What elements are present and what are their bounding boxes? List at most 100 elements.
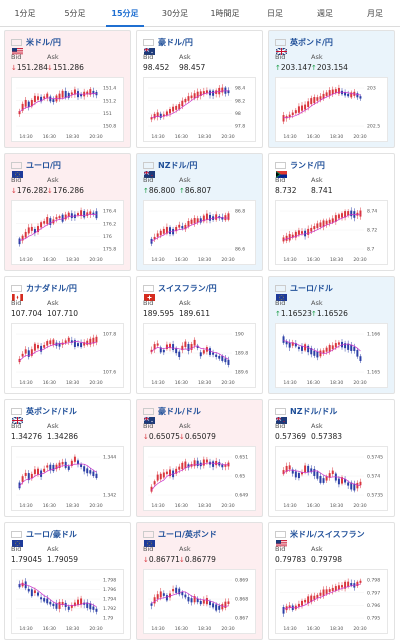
rate-card[interactable]: スイスフラン/円 Bid Ask 189.595 189.611 190 189.8 189.… xyxy=(136,276,263,394)
candle xyxy=(159,347,162,353)
rate-card[interactable]: ユーロ/豪ドル Bid Ask 1.79045 1.79059 1.798 1.796 1.7… xyxy=(4,522,131,640)
tab-timeframe[interactable]: 1時間足 xyxy=(210,8,240,18)
tab-timeframe[interactable]: 月足 xyxy=(367,8,383,18)
bid-price: 0.79783 xyxy=(275,555,306,564)
bid-price: 8.732 xyxy=(275,186,296,195)
candle xyxy=(46,341,49,346)
tab-timeframe[interactable]: 1分足 xyxy=(14,8,36,18)
currency-pair: 豪ドル/ドル xyxy=(143,405,201,424)
candle xyxy=(172,106,175,112)
bid-price: ↓0.86771 xyxy=(143,555,180,564)
y-tick-label: 98.2 xyxy=(235,98,245,104)
candle xyxy=(30,226,33,231)
candle xyxy=(310,227,313,232)
candlestick-chart: 98.4 98.2 98 97.8 14:30 16:30 18:30 20:30 xyxy=(148,84,245,140)
pair-name-link[interactable]: 米ドル/スイスフラン xyxy=(290,529,365,539)
candle xyxy=(319,96,322,100)
rate-card[interactable]: ユーロ/円 Bid Ask ↓176.282 ↓176.286 176.4 176.2 176… xyxy=(4,153,131,271)
pair-name-link[interactable]: カナダドル/円 xyxy=(26,283,77,293)
tab-timeframe[interactable]: 30分足 xyxy=(161,8,189,18)
y-tick-label: 8.74 xyxy=(367,209,377,215)
candle xyxy=(80,93,83,97)
mini-chart[interactable]: 107.8 107.6 14:30 16:30 18:30 20:30 xyxy=(11,323,124,388)
rate-card[interactable]: 英ポンド/ドル Bid Ask 1.34276 1.34286 1.344 1.342 14:… xyxy=(4,399,131,517)
rate-card[interactable]: ユーロ/ドル Bid Ask ↑1.16523 ↑1.16526 1.166 1.165 14… xyxy=(268,276,395,394)
pair-name-link[interactable]: 豪ドル/円 xyxy=(158,37,193,47)
tab-timeframe[interactable]: 週足 xyxy=(317,8,333,18)
candle xyxy=(221,217,224,220)
pair-name-link[interactable]: 英ポンド/ドル xyxy=(26,406,77,416)
rate-card[interactable]: ランド/円 Bid Ask 8.732 8.741 8.74 8.72 8.7 14:30 16:… xyxy=(268,153,395,271)
pair-name-link[interactable]: 英ポンド/円 xyxy=(290,37,333,47)
pair-name-link[interactable]: NZドル/円 xyxy=(158,160,198,170)
tab-timeframe[interactable]: 15分足 xyxy=(100,0,150,27)
candle xyxy=(224,215,227,221)
rate-card[interactable]: 英ポンド/円 Bid Ask ↑203.147 ↑203.154 203 202.5 14:3… xyxy=(268,30,395,148)
candle xyxy=(202,459,205,466)
flag-icon xyxy=(11,407,24,425)
tab-timeframe[interactable]: 5分足 xyxy=(64,8,86,18)
candle xyxy=(24,349,27,354)
pair-name-link[interactable]: ユーロ/豪ドル xyxy=(26,529,77,539)
candle xyxy=(209,214,211,221)
candle xyxy=(316,594,319,598)
mini-chart[interactable]: 0.651 0.65 0.649 14:30 16:30 18:30 20:30 xyxy=(143,446,256,511)
pair-name-link[interactable]: ランド/円 xyxy=(290,160,325,170)
mini-chart[interactable]: 1.344 1.342 14:30 16:30 18:30 20:30 xyxy=(11,446,124,511)
candle xyxy=(190,95,193,99)
mini-chart[interactable]: 176.4 176.2 176 175.8 14:30 16:30 18:30 20:30 xyxy=(11,200,124,265)
candle xyxy=(221,355,224,361)
currency-pair: ユーロ/ドル xyxy=(275,282,333,301)
y-tick-label: 190 xyxy=(235,332,244,338)
candle xyxy=(89,603,92,610)
bid-label: Bid xyxy=(11,299,22,307)
candle xyxy=(344,581,347,589)
mini-chart[interactable]: 151.4 151.2 151 150.8 14:30 16:30 18:30 20:30 xyxy=(11,77,124,142)
candle xyxy=(350,210,353,217)
candle xyxy=(37,592,39,596)
candle xyxy=(165,595,168,601)
mini-chart[interactable]: 1.166 1.165 14:30 16:30 18:30 20:30 xyxy=(275,323,388,388)
rate-card[interactable]: NZドル/円 Bid Ask ↑86.800 ↑86.807 86.8 86.6 14:30 1… xyxy=(136,153,263,271)
candle xyxy=(322,589,325,596)
candle xyxy=(58,342,61,347)
candlestick-chart: 151.4 151.2 151 150.8 14:30 16:30 18:30 20:30 xyxy=(16,86,116,140)
mini-chart[interactable]: 86.8 86.6 14:30 16:30 18:30 20:30 xyxy=(143,200,256,265)
candle xyxy=(294,231,297,238)
y-tick-label: 107.8 xyxy=(103,332,116,338)
candle xyxy=(58,216,61,219)
x-tick-label: 16:30 xyxy=(307,380,320,386)
rate-card[interactable]: カナダドル/円 Bid Ask 107.704 107.710 107.8 107.6 14:… xyxy=(4,276,131,394)
y-tick-label: 97.8 xyxy=(235,124,245,130)
pair-name-link[interactable]: ユーロ/ドル xyxy=(290,283,333,293)
mini-chart[interactable]: 8.74 8.72 8.7 14:30 16:30 18:30 20:30 xyxy=(275,200,388,265)
tab-timeframe[interactable]: 日足 xyxy=(267,8,283,18)
mini-chart[interactable]: 190 189.8 189.6 14:30 16:30 18:30 20:30 xyxy=(143,323,256,388)
pair-name-link[interactable]: 豪ドル/ドル xyxy=(158,406,201,416)
y-tick-label: 202.5 xyxy=(367,124,380,130)
mini-chart[interactable]: 203 202.5 14:30 16:30 18:30 20:30 xyxy=(275,77,388,142)
rate-card[interactable]: ユーロ/英ポンド Bid Ask ↓0.86771 ↓0.86779 0.869 0.868… xyxy=(136,522,263,640)
pair-name-link[interactable]: スイスフラン/円 xyxy=(158,283,217,293)
bid-label: Bid xyxy=(143,545,154,553)
pair-name-link[interactable]: NZドル/ドル xyxy=(290,406,338,416)
candle xyxy=(331,218,334,223)
candle xyxy=(156,474,159,481)
pair-name-link[interactable]: ユーロ/英ポンド xyxy=(158,529,217,539)
y-tick-label: 1.796 xyxy=(103,587,116,593)
candle xyxy=(294,110,297,114)
mini-chart[interactable]: 0.798 0.797 0.796 0.795 14:30 16:30 18:30 20:30 xyxy=(275,569,388,634)
pair-name-link[interactable]: ユーロ/円 xyxy=(26,160,61,170)
rate-card[interactable]: 豪ドル/円 Bid Ask 98.452 98.457 98.4 98.2 98 97.8 14:… xyxy=(136,30,263,148)
mini-chart[interactable]: 1.798 1.796 1.794 1.792 1.79 14:30 16:30 18:30 2… xyxy=(11,569,124,634)
x-tick-label: 20:30 xyxy=(221,134,234,140)
mini-chart[interactable]: 98.4 98.2 98 97.8 14:30 16:30 18:30 20:30 xyxy=(143,77,256,142)
candle xyxy=(169,469,171,477)
rate-card[interactable]: NZドル/ドル Bid Ask 0.57369 0.57383 0.5745 0.574 0.… xyxy=(268,399,395,517)
rate-card[interactable]: 米ドル/スイスフラン Bid Ask 0.79783 0.79798 0.798 0.797… xyxy=(268,522,395,640)
pair-name-link[interactable]: 米ドル/円 xyxy=(26,37,61,47)
rate-card[interactable]: 米ドル/円 Bid Ask ↓151.284 ↓151.286 151.4 151.2 151… xyxy=(4,30,131,148)
mini-chart[interactable]: 0.869 0.868 0.867 14:30 16:30 18:30 20:30 xyxy=(143,569,256,634)
mini-chart[interactable]: 0.5745 0.574 0.5735 14:30 16:30 18:30 20:30 xyxy=(275,446,388,511)
rate-card[interactable]: 豪ドル/ドル Bid Ask ↓0.65075 ↓0.65079 0.651 0.65 0.6… xyxy=(136,399,263,517)
